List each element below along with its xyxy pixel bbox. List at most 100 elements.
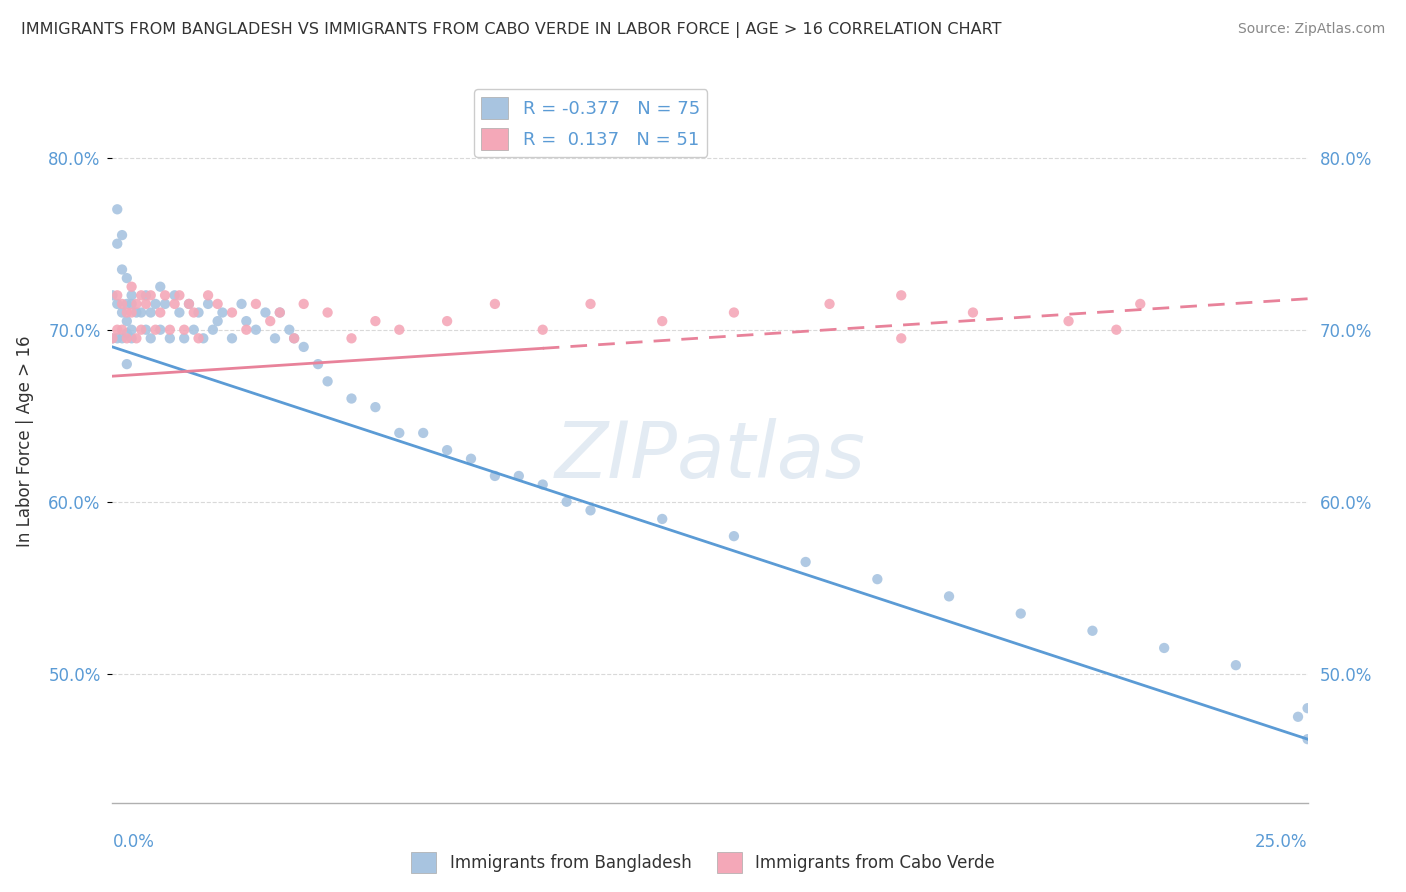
Point bbox=[531, 477, 554, 491]
Point bbox=[125, 305, 148, 319]
Point bbox=[129, 288, 152, 302]
Point bbox=[962, 305, 984, 319]
Point bbox=[579, 297, 602, 311]
Point bbox=[794, 555, 817, 569]
Point bbox=[436, 314, 458, 328]
Point bbox=[231, 297, 253, 311]
Point bbox=[149, 305, 172, 319]
Point bbox=[436, 443, 458, 458]
Y-axis label: In Labor Force | Age > 16: In Labor Force | Age > 16 bbox=[17, 335, 34, 548]
Point bbox=[149, 279, 172, 293]
Point bbox=[364, 400, 387, 414]
Point bbox=[111, 297, 134, 311]
Point bbox=[129, 305, 152, 319]
Point bbox=[211, 305, 233, 319]
Point bbox=[159, 323, 181, 337]
Point bbox=[101, 331, 124, 345]
Point bbox=[111, 323, 134, 337]
Point bbox=[111, 305, 134, 319]
Point bbox=[1286, 710, 1309, 724]
Point bbox=[111, 262, 134, 277]
Point bbox=[1296, 732, 1319, 747]
Point bbox=[163, 288, 186, 302]
Point bbox=[245, 297, 267, 311]
Point bbox=[307, 357, 329, 371]
Text: Source: ZipAtlas.com: Source: ZipAtlas.com bbox=[1237, 22, 1385, 37]
Point bbox=[508, 469, 530, 483]
Point bbox=[890, 331, 912, 345]
Point bbox=[292, 340, 315, 354]
Point bbox=[125, 331, 148, 345]
Point bbox=[145, 323, 167, 337]
Point bbox=[818, 297, 841, 311]
Point bbox=[197, 297, 219, 311]
Point bbox=[115, 314, 138, 328]
Point bbox=[1010, 607, 1032, 621]
Point bbox=[173, 331, 195, 345]
Point bbox=[259, 314, 281, 328]
Point bbox=[115, 331, 138, 345]
Point bbox=[121, 305, 143, 319]
Point bbox=[1225, 658, 1247, 673]
Point bbox=[388, 323, 411, 337]
Point bbox=[105, 236, 128, 251]
Point bbox=[938, 590, 960, 604]
Point bbox=[235, 323, 257, 337]
Point bbox=[340, 392, 363, 406]
Text: 0.0%: 0.0% bbox=[112, 833, 155, 851]
Point bbox=[316, 305, 339, 319]
Point bbox=[723, 305, 745, 319]
Point bbox=[163, 297, 186, 311]
Point bbox=[121, 279, 143, 293]
Point bbox=[139, 288, 162, 302]
Point bbox=[207, 297, 229, 311]
Point bbox=[105, 323, 128, 337]
Text: ZIPatlas: ZIPatlas bbox=[554, 418, 866, 494]
Legend: Immigrants from Bangladesh, Immigrants from Cabo Verde: Immigrants from Bangladesh, Immigrants f… bbox=[405, 846, 1001, 880]
Point bbox=[723, 529, 745, 543]
Point bbox=[269, 305, 291, 319]
Point bbox=[292, 297, 315, 311]
Point bbox=[173, 323, 195, 337]
Point bbox=[115, 326, 138, 341]
Point bbox=[153, 297, 176, 311]
Point bbox=[187, 331, 209, 345]
Point bbox=[115, 271, 138, 285]
Point bbox=[105, 331, 128, 345]
Point bbox=[1081, 624, 1104, 638]
Point bbox=[235, 314, 257, 328]
Point bbox=[1153, 640, 1175, 655]
Text: IMMIGRANTS FROM BANGLADESH VS IMMIGRANTS FROM CABO VERDE IN LABOR FORCE | AGE > : IMMIGRANTS FROM BANGLADESH VS IMMIGRANTS… bbox=[21, 22, 1001, 38]
Point bbox=[484, 297, 506, 311]
Point bbox=[193, 331, 215, 345]
Point bbox=[388, 425, 411, 440]
Point bbox=[316, 375, 339, 389]
Point bbox=[1296, 701, 1319, 715]
Point bbox=[135, 323, 157, 337]
Point bbox=[183, 305, 205, 319]
Point bbox=[484, 469, 506, 483]
Point bbox=[139, 331, 162, 345]
Point bbox=[111, 331, 134, 345]
Point bbox=[149, 323, 172, 337]
Legend: R = -0.377   N = 75, R =  0.137   N = 51: R = -0.377 N = 75, R = 0.137 N = 51 bbox=[474, 89, 707, 157]
Point bbox=[159, 331, 181, 345]
Point bbox=[278, 323, 301, 337]
Point bbox=[890, 288, 912, 302]
Point bbox=[579, 503, 602, 517]
Point bbox=[129, 323, 152, 337]
Point bbox=[866, 572, 889, 586]
Point bbox=[412, 425, 434, 440]
Point bbox=[135, 288, 157, 302]
Point bbox=[1105, 323, 1128, 337]
Point bbox=[364, 314, 387, 328]
Point bbox=[221, 305, 243, 319]
Point bbox=[115, 305, 138, 319]
Point bbox=[101, 331, 124, 345]
Point bbox=[105, 202, 128, 217]
Point bbox=[169, 305, 191, 319]
Point bbox=[1057, 314, 1080, 328]
Point bbox=[651, 512, 673, 526]
Point bbox=[101, 288, 124, 302]
Point bbox=[531, 323, 554, 337]
